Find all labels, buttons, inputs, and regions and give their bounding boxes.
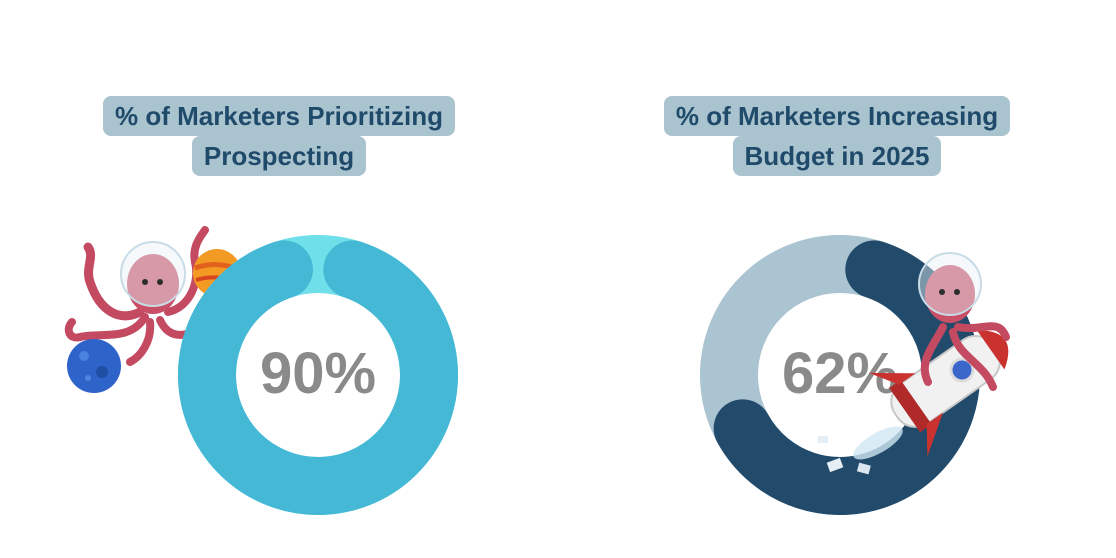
- chart-title-prospecting: % of Marketers Prioritizing Prospecting: [69, 96, 489, 176]
- donut-chart-prospecting: [178, 235, 458, 515]
- chart-title-budget: % of Marketers Increasing Budget in 2025: [627, 96, 1047, 176]
- chart-panel-budget: % of Marketers Increasing Budget in 2025…: [558, 0, 1116, 558]
- blue-planet-icon: [67, 339, 121, 393]
- chart-title-line-2: Budget in 2025: [732, 136, 942, 176]
- chart-title-line-2: Prospecting: [191, 136, 367, 176]
- chart-title-line-1: % of Marketers Increasing: [663, 96, 1011, 136]
- octopus-astronaut-icon: [64, 226, 214, 366]
- chart-panel-prospecting: % of Marketers Prioritizing Prospecting …: [64, 96, 489, 515]
- chart-title-line-1: % of Marketers Prioritizing: [103, 96, 455, 136]
- donut-value-arc: [178, 235, 458, 515]
- donut-value-label: 90%: [259, 341, 377, 406]
- octopus-astronaut-icon: [918, 252, 1010, 391]
